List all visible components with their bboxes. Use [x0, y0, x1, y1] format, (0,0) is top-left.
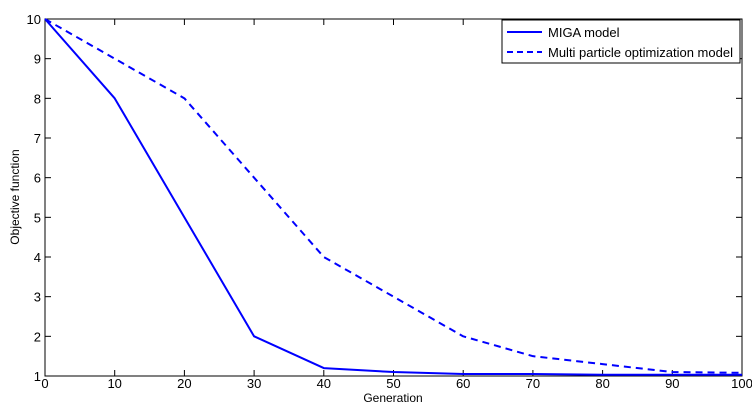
series-layer	[44, 18, 743, 376]
x-tick-label: 70	[526, 376, 540, 391]
y-tick-label: 10	[27, 12, 41, 27]
legend-label-miga: MIGA model	[548, 25, 620, 40]
y-axis-label: Objective function	[8, 149, 22, 244]
y-tick-label: 3	[34, 290, 41, 305]
y-tick-label: 8	[34, 91, 41, 106]
x-tick-label: 10	[107, 376, 121, 391]
y-axis: 1 2 3 4 5 6 7 8 9 10	[27, 12, 742, 384]
y-tick-label: 5	[34, 210, 41, 225]
legend-box	[501, 19, 741, 64]
y-tick-label: 1	[34, 369, 41, 384]
x-tick-label: 100	[731, 376, 752, 391]
y-tick-label: 9	[34, 52, 41, 67]
x-tick-label: 80	[595, 376, 609, 391]
x-tick-label: 40	[317, 376, 331, 391]
x-tick-label: 90	[665, 376, 679, 391]
x-axis: 0 10 20 30 40 50 60 70 80 90 100	[41, 19, 752, 391]
y-tick-label: 2	[34, 329, 41, 344]
plot-area	[44, 18, 743, 377]
legend: MIGA model Multi particle optimization m…	[501, 19, 741, 64]
y-tick-label: 7	[34, 131, 41, 146]
y-tick-label: 4	[34, 250, 41, 265]
x-axis-label: Generation	[363, 391, 422, 405]
x-tick-label: 20	[177, 376, 191, 391]
series-line-multi-particle	[44, 18, 743, 374]
series-line-miga	[44, 18, 742, 376]
y-tick-label: 6	[34, 171, 41, 186]
x-tick-label: 30	[247, 376, 261, 391]
legend-label-multi-particle: Multi particle optimization model	[548, 45, 733, 60]
x-tick-label: 60	[456, 376, 470, 391]
x-tick-label: 50	[386, 376, 400, 391]
x-tick-label: 0	[41, 376, 48, 391]
